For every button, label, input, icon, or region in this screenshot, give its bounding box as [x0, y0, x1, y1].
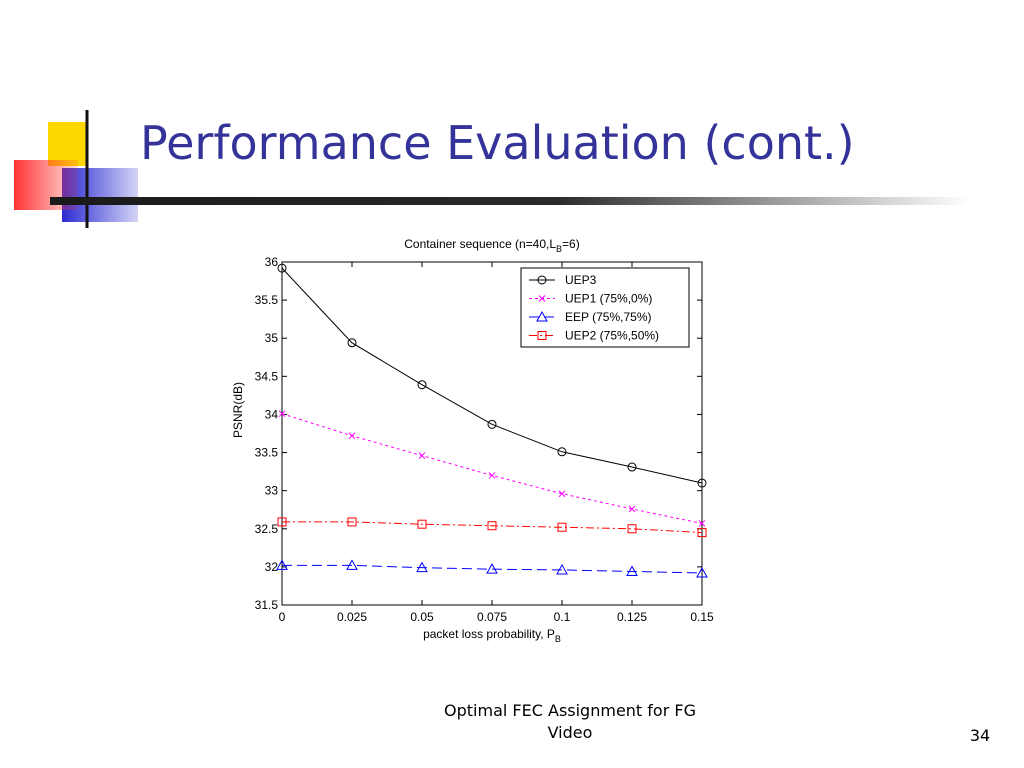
- marker-circle: [697, 478, 707, 488]
- marker-x: [558, 490, 566, 498]
- legend-label: UEP3: [565, 273, 597, 287]
- y-tick-label: 35.5: [255, 293, 279, 307]
- x-tick-label: 0.075: [477, 610, 507, 624]
- logo-decoration: [14, 110, 138, 228]
- y-tick-label: 35: [265, 331, 279, 345]
- marker-circle: [557, 447, 567, 457]
- footer-line-1: Optimal FEC Assignment for FG: [444, 701, 696, 720]
- marker-triangle: [416, 561, 428, 573]
- chart-title: Container sequence (n=40,LB=6): [404, 237, 579, 254]
- page-number: 34: [969, 726, 991, 745]
- marker-x: [538, 295, 546, 302]
- y-tick-label: 31.5: [255, 598, 279, 612]
- series-layer: [276, 263, 708, 578]
- series-line: [281, 267, 703, 484]
- marker-triangle: [346, 559, 358, 570]
- y-axis-label: PSNR(dB): [231, 382, 245, 438]
- series-1: [277, 263, 707, 488]
- marker-square: [347, 517, 357, 527]
- x-axis-ticks: 0 0.025 0.05 0.075 0.1 0.125 0.15: [279, 262, 714, 624]
- series-3: [276, 559, 708, 578]
- marker-triangle: [556, 563, 568, 575]
- marker-x: [348, 432, 356, 440]
- y-tick-label: 34: [265, 407, 279, 421]
- legend-label: UEP1 (75%,0%): [565, 292, 652, 306]
- deco-yellow-square: [48, 122, 86, 166]
- y-tick-label: 36: [265, 255, 279, 269]
- x-tick-label: 0.15: [690, 610, 714, 624]
- marker-triangle: [276, 559, 288, 570]
- y-tick-label: 33.5: [255, 446, 279, 460]
- marker-square: [537, 331, 547, 340]
- marker-x: [488, 472, 496, 479]
- psnr-chart: Container sequence (n=40,LB=6) 31.5 32 32.…: [220, 228, 730, 660]
- x-axis-label: packet loss probability, PB: [423, 627, 561, 644]
- marker-square: [697, 528, 707, 538]
- marker-x: [278, 410, 286, 418]
- x-tick-label: 0.025: [337, 610, 367, 624]
- chart-svg: Container sequence (n=40,LB=6) 31.5 32 32.…: [231, 237, 714, 644]
- y-tick-label: 33: [265, 484, 279, 498]
- marker-circle: [537, 275, 547, 285]
- series-4: [277, 517, 707, 538]
- legend-box: [520, 267, 690, 348]
- marker-square: [277, 517, 287, 527]
- marker-square: [557, 522, 567, 532]
- slide-title: Performance Evaluation (cont.): [140, 116, 855, 170]
- x-tick-label: 0.125: [617, 610, 647, 624]
- marker-circle: [417, 380, 427, 390]
- marker-circle: [277, 263, 287, 273]
- y-axis-ticks: 31.5 32 32.5 33 33.5 34 34.5 35 35.5 36: [255, 255, 702, 612]
- marker-triangle: [626, 565, 638, 576]
- y-tick-label: 32.5: [255, 522, 279, 536]
- series-2: [278, 410, 706, 527]
- footer-line-2: Video: [547, 723, 593, 742]
- marker-circle: [347, 338, 357, 348]
- slide-footer: Optimal FEC Assignment for FG Video: [420, 700, 720, 744]
- marker-x: [628, 505, 636, 513]
- x-tick-label: 0: [279, 610, 286, 624]
- marker-triangle: [536, 310, 548, 322]
- legend-label: EEP (75%,75%): [565, 310, 652, 324]
- marker-circle: [627, 462, 637, 472]
- chart-legend: UEP3 UEP1 (75%,0%) EEP (75%,75%) UEP2 (75%,…: [520, 267, 690, 348]
- marker-x: [418, 452, 426, 459]
- marker-triangle: [486, 563, 498, 574]
- x-tick-label: 0.05: [410, 610, 434, 624]
- legend-label: UEP2 (75%,50%): [565, 329, 659, 343]
- y-tick-label: 32: [265, 560, 279, 574]
- marker-x: [698, 520, 706, 527]
- marker-triangle: [696, 566, 708, 578]
- title-divider: [50, 197, 970, 205]
- marker-square: [417, 519, 427, 529]
- marker-square: [627, 524, 637, 534]
- marker-square: [487, 521, 497, 531]
- y-tick-label: 34.5: [255, 369, 279, 383]
- x-tick-label: 0.1: [554, 610, 571, 624]
- series-line: [282, 521, 703, 534]
- marker-circle: [487, 419, 497, 429]
- series-line: [282, 564, 703, 574]
